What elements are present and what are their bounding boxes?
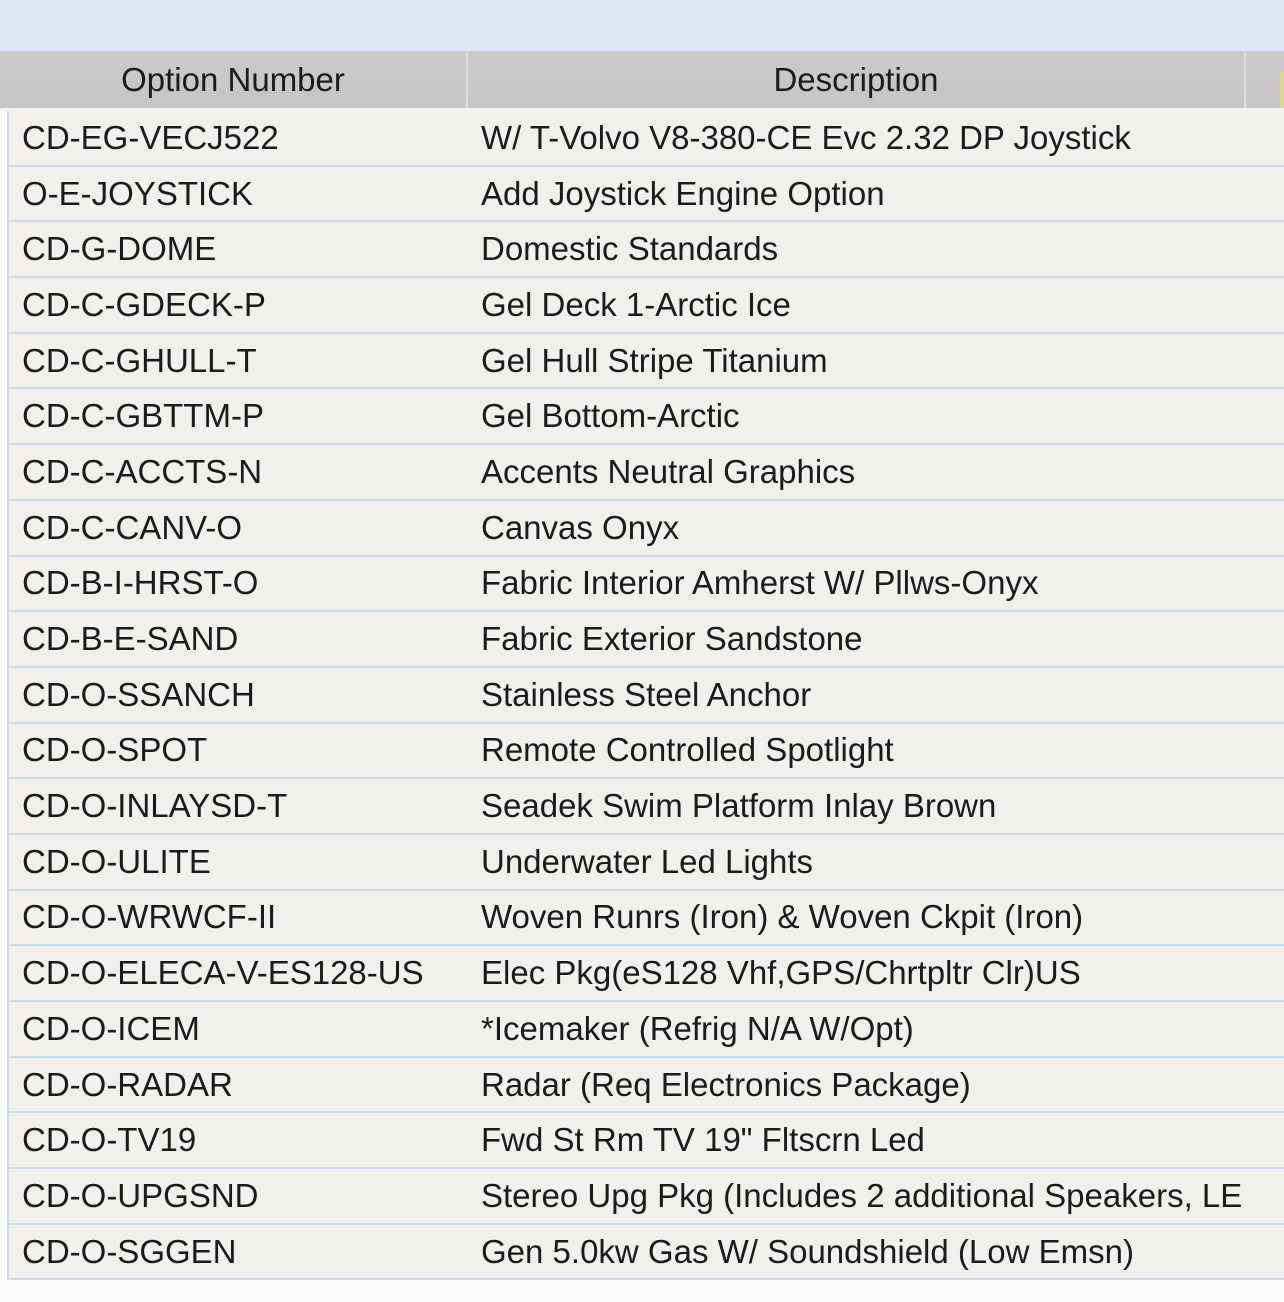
option-number-cell[interactable]: CD-O-UPGSND [22,1176,259,1214]
table-row[interactable]: CD-C-ACCTS-N Accents Neutral Graphics [7,445,1284,501]
table-row[interactable]: CD-C-CANV-O Canvas Onyx [7,500,1284,557]
description-cell[interactable]: Remote Controlled Spotlight [481,731,894,769]
description-cell[interactable]: Accents Neutral Graphics [481,452,856,490]
description-cell[interactable]: W/ T-Volvo V8-380-CE Evc 2.32 DP Joystic… [481,118,1131,156]
rows: CD-EG-VECJ522 W/ T-Volvo V8-380-CE Evc 2… [0,111,1284,1281]
option-number-cell[interactable]: O-E-JOYSTICK [22,174,254,212]
option-number-cell[interactable]: CD-C-ACCTS-N [22,452,263,490]
table-row[interactable]: CD-C-GDECK-P Gel Deck 1-Arctic Ice [7,278,1284,334]
option-number-cell[interactable]: CD-O-INLAYSD-T [22,787,288,825]
table-row[interactable]: CD-B-I-HRST-O Fabric Interior Amherst W/… [7,556,1284,613]
description-cell[interactable]: Woven Runrs (Iron) & Woven Ckpit (Iron) [481,898,1084,936]
table-row[interactable]: CD-O-RADAR Radar (Req Electronics Packag… [7,1057,1284,1114]
table-row[interactable]: CD-O-ULITE Underwater Led Lights [7,834,1284,891]
description-cell[interactable]: Domestic Standards [481,230,779,268]
option-number-cell[interactable]: CD-C-GDECK-P [22,285,266,323]
grid-header: Option Number Description [0,51,1284,111]
description-cell[interactable]: Elec Pkg(eS128 Vhf,GPS/Chrtpltr Clr)US [481,954,1081,992]
description-cell[interactable]: Stereo Upg Pkg (Includes 2 additional Sp… [481,1176,1243,1214]
description-cell[interactable]: Seadek Swim Platform Inlay Brown [481,787,997,825]
table-row[interactable]: CD-O-ICEM *Icemaker (Refrig N/A W/Opt) [7,1002,1284,1058]
option-number-cell[interactable]: CD-O-SPOT [22,731,208,769]
table-row[interactable]: CD-C-GHULL-T Gel Hull Stripe Titanium [7,333,1284,390]
table-row[interactable]: CD-G-DOME Domestic Standards [7,222,1284,279]
description-cell[interactable]: Canvas Onyx [481,508,680,546]
option-number-cell[interactable]: CD-O-RADAR [22,1065,233,1103]
table-row[interactable]: CD-EG-VECJ522 W/ T-Volvo V8-380-CE Evc 2… [7,111,1284,167]
option-number-cell[interactable]: CD-C-GBTTM-P [22,397,264,435]
option-number-cell[interactable]: CD-B-I-HRST-O [22,564,259,602]
header-description[interactable]: Description [468,51,1246,108]
table-row[interactable]: O-E-JOYSTICK Add Joystick Engine Option [7,166,1284,223]
table-row[interactable]: CD-O-SSANCH Stainless Steel Anchor [7,667,1284,724]
description-cell[interactable]: Gel Hull Stripe Titanium [481,341,828,379]
option-number-cell[interactable]: CD-O-WRWCF-II [22,898,277,936]
cutoff-header-sliver [1280,72,1284,108]
option-number-cell[interactable]: CD-EG-VECJ522 [22,118,279,156]
option-number-cell[interactable]: CD-O-ICEM [22,1009,200,1047]
table-row[interactable]: CD-O-INLAYSD-T Seadek Swim Platform Inla… [7,779,1284,835]
table-row[interactable]: CD-C-GBTTM-P Gel Bottom-Arctic [7,389,1284,446]
description-cell[interactable]: Gen 5.0kw Gas W/ Soundshield (Low Emsn) [481,1232,1134,1270]
option-number-cell[interactable]: CD-O-SGGEN [22,1232,237,1270]
option-number-cell[interactable]: CD-O-ULITE [22,842,211,880]
description-cell[interactable]: Radar (Req Electronics Package) [481,1065,971,1103]
description-cell[interactable]: Gel Bottom-Arctic [481,397,740,435]
header-option-number[interactable]: Option Number [0,51,468,108]
table-row[interactable]: CD-B-E-SAND Fabric Exterior Sandstone [7,612,1284,668]
option-number-cell[interactable]: CD-G-DOME [22,230,217,268]
table-row[interactable]: CD-O-SGGEN Gen 5.0kw Gas W/ Soundshield … [7,1224,1284,1281]
table-row[interactable]: CD-O-ELECA-V-ES128-US Elec Pkg(eS128 Vhf… [7,946,1284,1002]
option-number-cell[interactable]: CD-B-E-SAND [22,620,239,658]
option-number-cell[interactable]: CD-O-TV19 [22,1121,197,1159]
description-cell[interactable]: Fwd St Rm TV 19" Fltscrn Led [481,1121,925,1159]
description-cell[interactable]: Fabric Interior Amherst W/ Pllws-Onyx [481,564,1039,602]
description-cell[interactable]: *Icemaker (Refrig N/A W/Opt) [481,1009,914,1047]
table-row[interactable]: CD-O-UPGSND Stereo Upg Pkg (Includes 2 a… [7,1169,1284,1225]
option-number-cell[interactable]: CD-C-GHULL-T [22,341,257,379]
table-row[interactable]: CD-O-TV19 Fwd St Rm TV 19" Fltscrn Led [7,1113,1284,1170]
table-row[interactable]: CD-O-WRWCF-II Woven Runrs (Iron) & Woven… [7,890,1284,947]
option-number-cell[interactable]: CD-C-CANV-O [22,508,242,546]
option-number-cell[interactable]: CD-O-SSANCH [22,675,255,713]
description-cell[interactable]: Underwater Led Lights [481,842,814,880]
description-cell[interactable]: Stainless Steel Anchor [481,675,812,713]
top-band [0,0,1284,51]
header-cutoff-column[interactable] [1246,51,1284,108]
table-row[interactable]: CD-O-SPOT Remote Controlled Spotlight [7,723,1284,780]
description-cell[interactable]: Add Joystick Engine Option [481,174,885,212]
option-number-cell[interactable]: CD-O-ELECA-V-ES128-US [22,954,424,992]
description-cell[interactable]: Fabric Exterior Sandstone [481,620,863,658]
description-cell[interactable]: Gel Deck 1-Arctic Ice [481,285,791,323]
